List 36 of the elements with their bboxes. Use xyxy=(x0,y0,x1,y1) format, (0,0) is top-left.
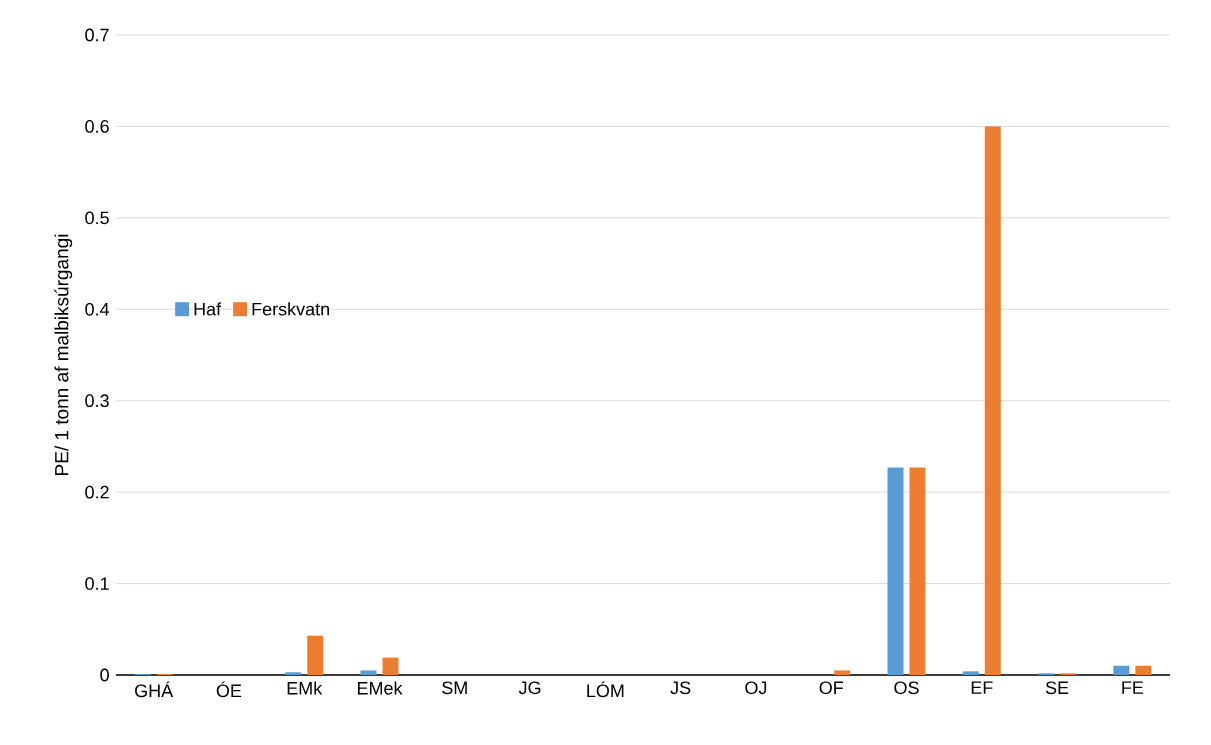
bar xyxy=(962,671,979,675)
bar xyxy=(1113,665,1130,675)
x-tick-label: JG xyxy=(518,681,541,695)
y-tick-label: 0.5 xyxy=(85,211,109,225)
bar xyxy=(834,670,851,675)
x-tick-label: EMek xyxy=(357,681,403,695)
y-tick-label: 0.1 xyxy=(85,577,109,590)
y-tick-label: 0.2 xyxy=(85,485,109,499)
x-tick-label: SE xyxy=(1045,681,1069,695)
bar xyxy=(1135,665,1152,675)
legend-label: Haf xyxy=(194,302,222,316)
x-tick-label: OJ xyxy=(745,681,767,695)
x-tick-label: OF xyxy=(819,681,844,695)
x-tick-label: JS xyxy=(670,681,691,695)
x-tick-label: ÓE xyxy=(216,681,242,698)
x-tick-label: FE xyxy=(1122,681,1144,694)
bar xyxy=(909,467,926,675)
x-tick-label: EMk xyxy=(287,681,323,695)
bar xyxy=(307,635,324,675)
x-tick-label: OS xyxy=(894,681,919,695)
x-tick-label: EF xyxy=(971,681,993,694)
x-tick-label: SM xyxy=(442,681,467,695)
legend-label: Ferskvatn xyxy=(252,302,329,316)
bar xyxy=(285,672,302,675)
y-axis-title: PE/ 1 tonn af malbiksúrgangi xyxy=(54,234,73,475)
bar xyxy=(984,126,1001,675)
x-tick-label: LÓM xyxy=(587,681,624,698)
bar xyxy=(382,657,399,675)
y-tick-label: 0.7 xyxy=(85,28,109,42)
y-tick-label: 0.4 xyxy=(85,302,110,316)
bar xyxy=(360,670,377,675)
x-tick-label: GHÁ xyxy=(135,681,174,698)
y-tick-label: 0 xyxy=(100,668,109,682)
y-tick-label: 0.3 xyxy=(85,394,109,408)
bar xyxy=(887,467,904,675)
y-tick-label: 0.6 xyxy=(85,120,109,133)
